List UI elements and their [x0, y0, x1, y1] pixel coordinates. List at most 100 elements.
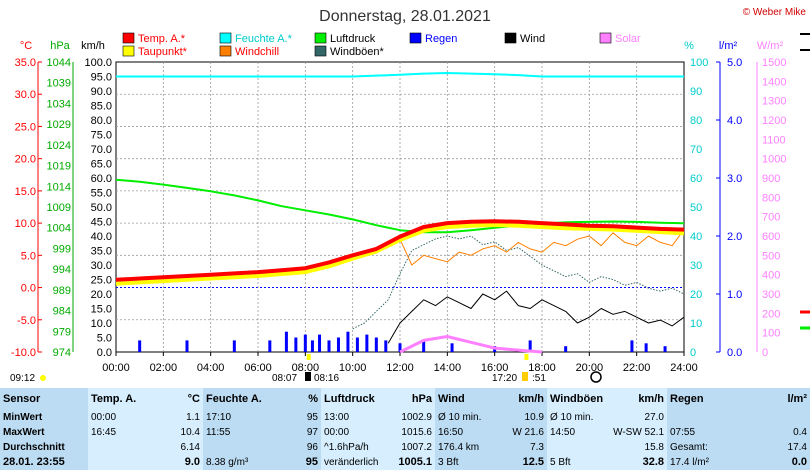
- x-tick-label: 20:00: [576, 362, 604, 374]
- rain-bar: [528, 340, 532, 352]
- solar-tick-label: 100: [762, 328, 780, 340]
- wind-tick-label: 30.0: [91, 260, 112, 272]
- pressure-tick-label: 989: [53, 285, 71, 297]
- sunrise-axis-marker: [306, 354, 311, 360]
- pressure-avg-label: ^1.6hPa/h: [321, 440, 383, 455]
- current-label: 28.01. 23:55: [0, 455, 88, 470]
- wind-tick-label: 85.0: [91, 101, 112, 113]
- rain-r1-label: [667, 410, 730, 425]
- wind-tick-label: 95.0: [91, 72, 112, 84]
- wind-r3-label: 176.4 km: [435, 440, 495, 455]
- temp-tick-label: 20.0: [15, 154, 36, 166]
- pressure-tick-label: 984: [53, 306, 71, 318]
- sunset-axis-marker: [524, 354, 529, 360]
- legend-swatch: [599, 32, 612, 44]
- pressure-unit: hPa: [383, 388, 435, 410]
- humidity-max-time: 11:55: [203, 425, 263, 440]
- pressure-tick-label: 1044: [47, 57, 71, 69]
- moon-icon: [590, 371, 602, 383]
- series-luftdruck-line: [115, 178, 685, 234]
- solar-tick-label: 1400: [762, 76, 786, 88]
- rain-r2: 0.4: [730, 425, 810, 440]
- legend-label: Luftdruck: [330, 33, 376, 45]
- x-tick-label: 24:00: [670, 362, 698, 374]
- rain-bar: [268, 340, 272, 352]
- pressure-axis-unit: hPa: [50, 40, 70, 52]
- legend-swatch: [219, 45, 232, 57]
- temp-tick-label: 35.0: [15, 57, 36, 69]
- humidity-avg-label: [203, 440, 263, 455]
- x-tick-label: 00:00: [102, 362, 130, 374]
- rain-bar: [336, 337, 340, 352]
- rain-bar: [398, 343, 402, 352]
- humidity-tick-label: 80: [690, 115, 702, 127]
- humidity-header: Feuchte A.: [203, 388, 263, 410]
- legend-swatch: [122, 32, 135, 44]
- moon-time-label-2: :51: [532, 373, 546, 384]
- rain-current: 0.0: [730, 455, 810, 470]
- row-label-min: MinWert: [0, 410, 88, 425]
- wind-tick-label: 75.0: [91, 130, 112, 142]
- legend-swatch: [219, 32, 232, 44]
- rain-bar: [138, 340, 142, 352]
- rain-current-label: 17.4 l/m²: [667, 455, 730, 470]
- pressure-tick-label: 1034: [47, 98, 71, 110]
- wind-header: Wind: [435, 388, 495, 410]
- humidity-min: 95: [263, 410, 321, 425]
- temp-tick-label: -5.0: [17, 315, 36, 327]
- series-temp-a-line: [115, 219, 685, 282]
- rain-bar: [564, 346, 568, 352]
- temp-tick-label: 15.0: [15, 186, 36, 198]
- wind-tick-label: 100.0: [84, 57, 112, 69]
- temp-tick-label: 30.0: [15, 89, 36, 101]
- gusts-r3: 15.8: [607, 440, 667, 455]
- pressure-tick-label: 1029: [47, 119, 71, 131]
- rain-bar: [232, 340, 236, 352]
- legend-label: Wind: [520, 33, 545, 45]
- legend-swatch: [314, 32, 327, 44]
- rain-r2-time: 07:55: [667, 425, 730, 440]
- chart-axes: °C 35.0 30.0 25.0 20.0 15.0 10.0 5.0 0.0 -5.0 -10.…: [11, 40, 787, 374]
- humidity-tick-label: 90: [690, 86, 702, 98]
- moon-time-label: 17:20: [492, 373, 517, 384]
- rain-bar: [303, 334, 307, 352]
- rain-tick-label: 4.0: [727, 115, 742, 127]
- solar-tick-label: 800: [762, 192, 780, 204]
- wind-axis-unit: km/h: [81, 40, 105, 52]
- solar-tick-label: 700: [762, 212, 780, 224]
- temp-min: 1.1: [138, 410, 203, 425]
- pressure-trend: veränderlich: [321, 455, 383, 470]
- rain-bar: [327, 340, 331, 352]
- wind-current: 12.5: [495, 455, 547, 470]
- wind-r1: 10.9: [495, 410, 547, 425]
- wind-r3: 7.3: [495, 440, 547, 455]
- humidity-current: 95: [263, 455, 321, 470]
- x-tick-label: 08:00: [292, 362, 320, 374]
- gusts-current: 32.8: [607, 455, 667, 470]
- rain-bar: [310, 340, 314, 352]
- rain-tick-label: 2.0: [727, 231, 742, 243]
- wind-tick-label: 80.0: [91, 115, 112, 127]
- rain-tick-label: 3.0: [727, 173, 742, 185]
- solar-tick-label: 400: [762, 270, 780, 282]
- rain-tick-label: 5.0: [727, 57, 742, 69]
- rain-bar: [374, 337, 378, 352]
- humidity-min-time: 17:10: [203, 410, 263, 425]
- legend-swatch: [314, 45, 327, 57]
- humidity-tick-label: 70: [690, 144, 702, 156]
- temp-avg-label: [88, 440, 138, 455]
- rain-r1: [730, 410, 810, 425]
- x-tick-label: 18:00: [528, 362, 556, 374]
- pressure-tick-label: 1014: [47, 181, 71, 193]
- sunrise-label: 08:07: [272, 373, 297, 384]
- solar-tick-label: 1100: [762, 134, 786, 146]
- rain-bar: [185, 340, 189, 352]
- solar-tick-label: 1300: [762, 96, 786, 108]
- humidity-unit: %: [263, 388, 321, 410]
- temp-tick-label: 10.0: [15, 218, 36, 230]
- humidity-axis-unit: %: [684, 40, 694, 52]
- legend-label: Temp. A.*: [138, 33, 186, 45]
- rain-tick-label: 0.0: [727, 347, 742, 359]
- rain-bar: [318, 334, 322, 352]
- rain-header: Regen: [667, 388, 730, 410]
